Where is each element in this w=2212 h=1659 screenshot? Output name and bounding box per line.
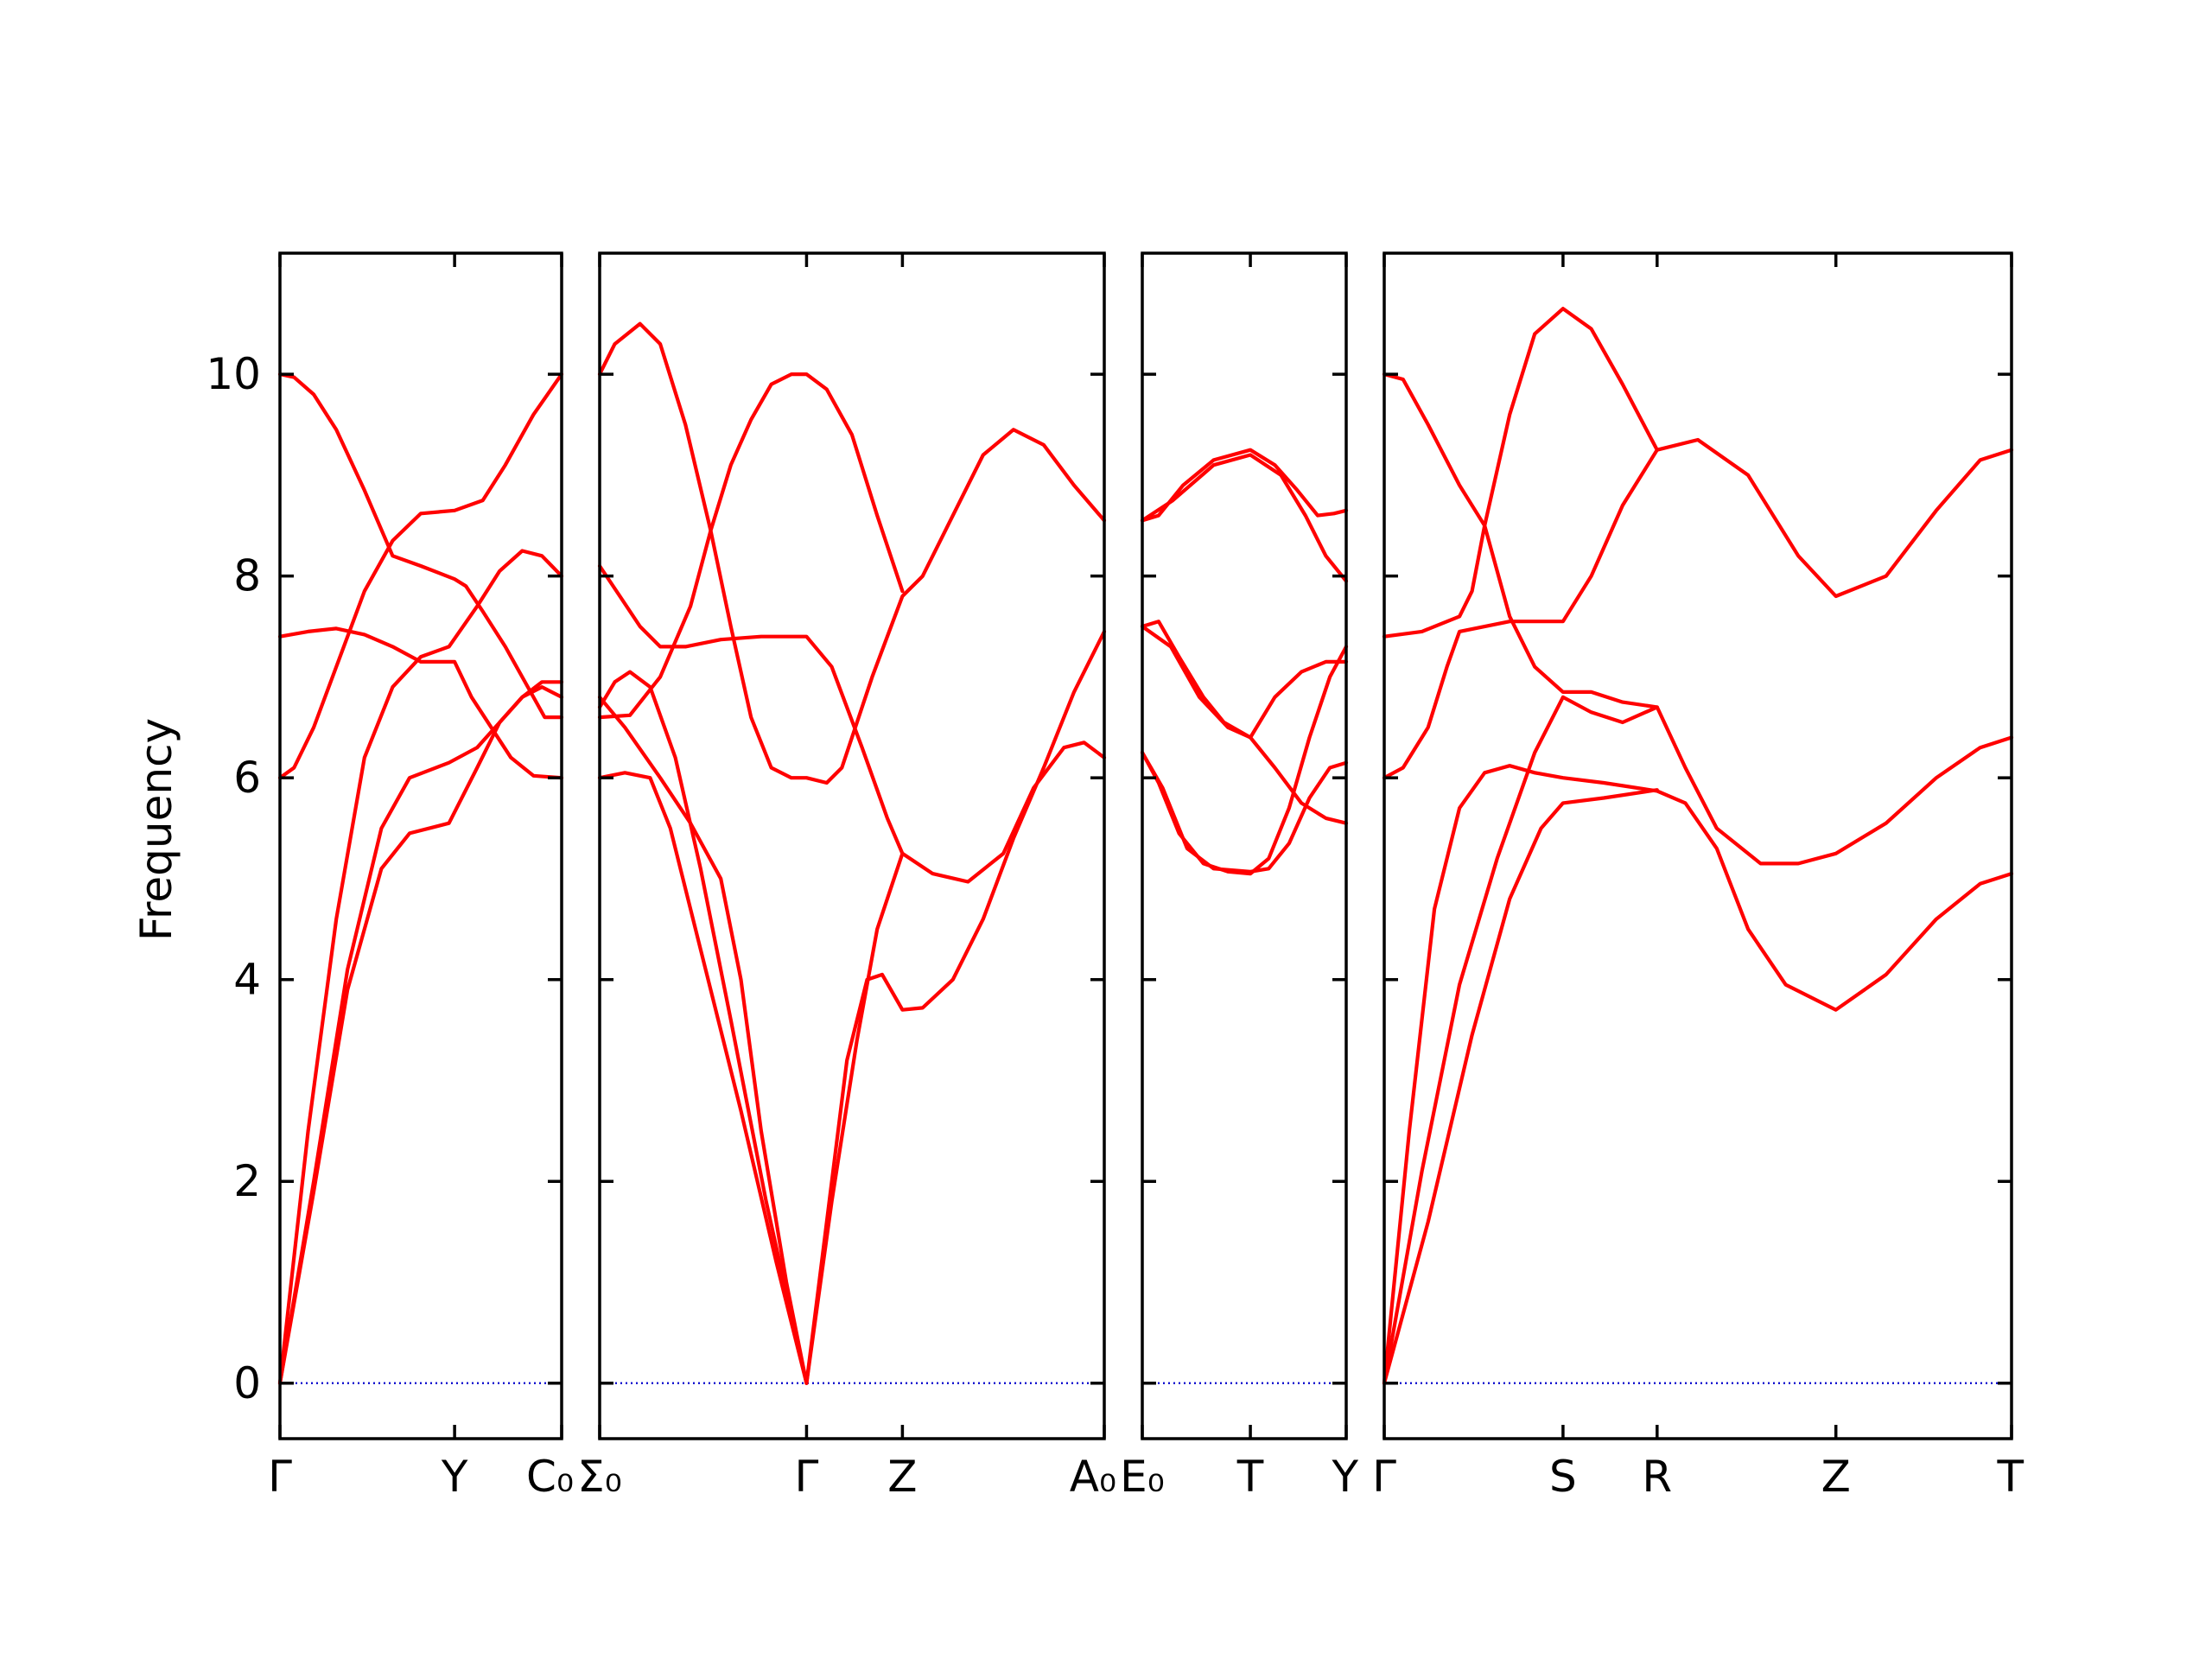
y-tick-label: 10 [206,349,261,399]
phonon-band-1 [277,372,564,720]
x-tick-label: C₀ [526,1452,574,1502]
phonon-band-6 [1140,750,1349,874]
x-tick-label: R [1642,1452,1672,1502]
phonon-band-2 [277,372,564,780]
phonon-band-3 [277,626,564,780]
x-tick-label: Z [1821,1452,1851,1502]
x-tick-label: S [1549,1452,1577,1502]
x-tick-label: Γ [795,1452,819,1502]
phonon-band-3 [597,629,1107,1385]
phonon-band-5 [597,670,809,1385]
y-axis-label: Frequency [131,718,181,941]
phonon-band-2 [1140,453,1349,583]
panel-frame [598,251,1106,1440]
phonon-band-6 [277,685,564,1385]
phonon-band-5 [1382,695,1659,1385]
x-tick-label: E₀ [1120,1452,1165,1502]
x-tick-label: T [1236,1452,1264,1502]
panel-frame [1382,251,2013,1440]
panel-1: Γ Y C₀ [268,251,574,1502]
phonon-band-4 [277,549,564,1385]
x-tick-label: T [1996,1452,2024,1502]
y-tick-label: 4 [233,955,261,1005]
phonon-band-4 [1140,624,1349,825]
x-tick-label: Γ [268,1452,292,1502]
x-tick-label: Z [887,1452,917,1502]
phonon-band-5 [1140,645,1349,876]
phonon-band-1 [1382,372,2014,866]
y-tick-label: 6 [233,753,261,803]
x-tick-label: Γ [1372,1452,1396,1502]
phonon-band-6 [1382,788,1659,1385]
phonon-band-1 [597,321,1107,785]
panel-3: E₀ T Y [1120,251,1358,1502]
panel-frame [1141,251,1348,1440]
x-tick-label: Y [1331,1452,1358,1502]
y-tick-label: 8 [233,551,261,601]
phonon-band-3 [1382,448,1659,780]
y-tick-label: 0 [233,1358,261,1408]
phonon-band-6 [597,372,905,720]
panel-frame [278,251,563,1440]
phonon-band-4 [597,695,905,1385]
y-tick-label: 2 [233,1156,261,1206]
phonon-band-2 [1382,307,2014,639]
panel-2: Σ₀ Γ Z A₀ [577,251,1116,1502]
x-tick-label: Y [441,1452,468,1502]
x-tick-label: A₀ [1070,1452,1116,1502]
x-tick-label: Σ₀ [577,1452,622,1502]
